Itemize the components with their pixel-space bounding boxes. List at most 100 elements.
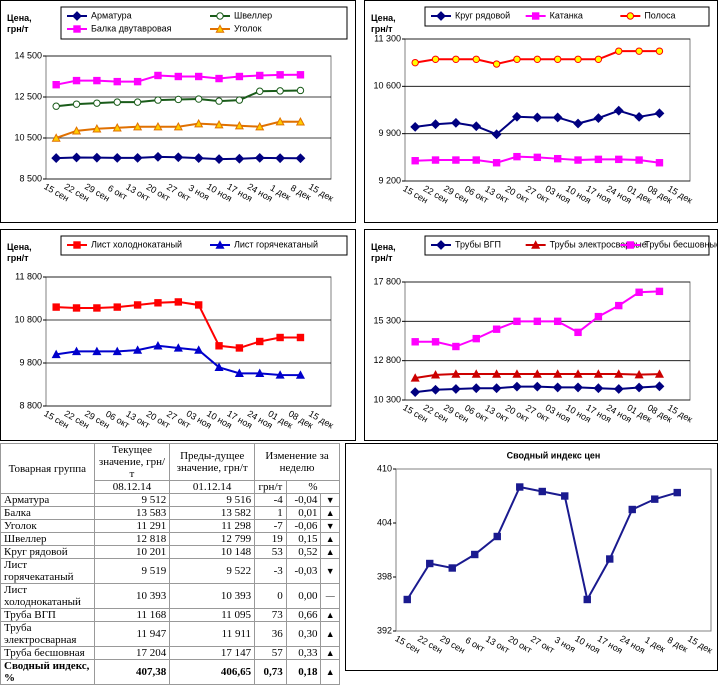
marker [512, 111, 522, 122]
marker [216, 12, 224, 20]
marker [626, 12, 635, 20]
marker [472, 156, 480, 164]
summary-table: Товарная группа Текущее значение, грн/т Пр… [0, 443, 341, 685]
marker [194, 118, 204, 128]
table-cell: 13 583 [93, 506, 171, 520]
table-cell: Лист горячекатаный [0, 558, 95, 584]
marker [132, 152, 143, 163]
table-row: Уголок 11 291 11 298 -7 -0,06 ▼ [0, 519, 340, 533]
table-cell: 10 148 [169, 545, 256, 559]
legend-label: Уголок [234, 23, 262, 33]
marker [193, 153, 204, 163]
marker [214, 362, 224, 371]
x-tick-label: 6 окт [106, 183, 129, 202]
marker [295, 153, 306, 164]
chart-panel: 10 300 12 800 15 300 17 800 15 сен 22 сен 29 с… [364, 229, 718, 441]
table-cell: 17 147 [169, 646, 256, 660]
table-cell: 0,18 [285, 659, 322, 685]
marker [655, 159, 664, 167]
marker [654, 108, 665, 119]
marker [493, 532, 501, 541]
marker [296, 71, 305, 79]
marker [573, 118, 583, 129]
marker [173, 121, 183, 131]
marker [573, 369, 583, 378]
marker [513, 55, 521, 63]
marker [173, 343, 183, 352]
x-tick-label: 8 дек [666, 635, 690, 655]
table-row: Лист горячекатаный 9 519 9 522 -3 -0,03 ▼ [0, 558, 340, 584]
marker [583, 595, 591, 604]
marker [215, 342, 223, 350]
marker [615, 47, 623, 55]
marker [552, 382, 563, 393]
table-cell: Балка [0, 506, 95, 520]
table-cell: ▲ [320, 646, 340, 660]
marker [296, 333, 305, 342]
marker [553, 154, 562, 163]
marker [112, 346, 122, 356]
table-row: Балка 13 583 13 582 1 0,01 ▲ [0, 506, 340, 520]
table-cell: 73 [254, 608, 287, 622]
y-tick-label: 15 300 [373, 316, 401, 326]
legend-label: Катанка [550, 10, 583, 20]
table-cell: Круг рядовой [0, 545, 95, 559]
legend-label: Трубы электросварные [550, 239, 647, 249]
marker [174, 95, 183, 104]
marker [471, 383, 482, 394]
legend-label: Лист горячекатаный [234, 239, 318, 249]
marker [275, 153, 286, 164]
marker [194, 345, 204, 354]
table-cell: ▲ [320, 506, 340, 520]
table-cell: ▼ [320, 493, 340, 507]
x-tick-label: 15 дек [686, 633, 714, 655]
table-cell: — [320, 583, 340, 609]
marker [538, 487, 546, 496]
y-tick-label: 9 800 [19, 357, 42, 367]
marker [492, 60, 501, 68]
marker [295, 370, 305, 379]
marker [51, 133, 61, 142]
marker [295, 117, 305, 126]
header-row: Товарная группа Текущее значение, грн/т Пр… [0, 443, 340, 494]
marker [450, 117, 461, 128]
marker [215, 24, 225, 33]
marker [154, 299, 162, 307]
table-cell: Лист холоднокатаный [0, 583, 95, 609]
y-tick-label: 12 500 [14, 91, 42, 101]
marker [533, 317, 542, 326]
x-tick-label: 27 окт [165, 182, 192, 204]
legend-label: Швеллер [234, 10, 272, 20]
table-cell: 11 947 [93, 621, 171, 647]
marker [594, 312, 603, 321]
table-row: Круг рядовой 10 201 10 148 53 0,52 ▲ [0, 545, 340, 559]
y-tick-label: 11 300 [374, 33, 401, 43]
x-tick-label: 6 окт [464, 635, 487, 654]
marker [91, 152, 102, 163]
marker [635, 288, 643, 296]
legend-box [424, 235, 710, 256]
marker [655, 47, 664, 55]
y-tick-label: 10 800 [14, 314, 42, 324]
marker [194, 301, 203, 309]
marker [512, 369, 522, 378]
marker [673, 488, 681, 497]
marker [553, 55, 562, 63]
marker [73, 241, 81, 249]
marker [234, 368, 244, 378]
marker [92, 124, 102, 133]
marker [593, 113, 604, 124]
table-cell: ▲ [320, 621, 340, 647]
plot-area [404, 281, 691, 401]
marker [552, 112, 563, 123]
x-tick-label: 27 окт [529, 634, 556, 656]
marker [256, 337, 264, 346]
marker [606, 555, 614, 563]
table-cell: -0,04 [285, 493, 322, 507]
y-axis-label: Цена, грн/т [7, 242, 32, 263]
marker [452, 156, 460, 164]
marker [431, 338, 440, 346]
marker [194, 72, 203, 81]
